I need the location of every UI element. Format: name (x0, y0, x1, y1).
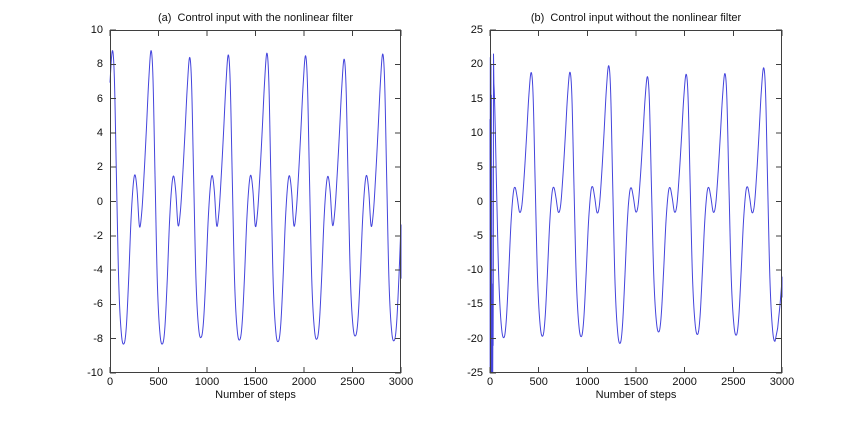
y-tick-label: -5 (473, 229, 483, 242)
x-tick-label: 1500 (243, 376, 268, 388)
y-tick-label: 15 (470, 92, 483, 105)
y-tick-label: -8 (93, 332, 103, 345)
x-tick-label: 2500 (340, 376, 365, 388)
y-tick-label: -15 (467, 298, 483, 311)
subplot-a-xaxis-label: Number of steps (215, 389, 296, 401)
y-tick-label: 6 (96, 92, 103, 105)
subplot-a-canvas (109, 29, 402, 374)
y-tick-label: 5 (476, 161, 483, 174)
x-tick-label: 2000 (672, 376, 697, 388)
y-tick-label: 4 (96, 126, 103, 139)
x-tick-label: 1000 (575, 376, 600, 388)
y-tick-label: -25 (467, 367, 483, 379)
y-tick-label: 25 (470, 24, 483, 36)
x-tick-label: 3000 (388, 376, 414, 388)
subplot-b-canvas (489, 29, 783, 374)
y-tick-label: 2 (96, 161, 103, 174)
x-tick-label: 1500 (623, 376, 649, 388)
x-tick-label: 2500 (721, 376, 746, 388)
y-tick-label: -2 (93, 229, 103, 242)
y-tick-label: 10 (90, 24, 103, 36)
x-tick-label: 1000 (194, 376, 220, 388)
x-tick-label: 500 (529, 376, 548, 388)
y-tick-label: -10 (467, 264, 483, 277)
y-tick-label: 20 (470, 58, 483, 71)
y-tick-label: 8 (96, 58, 103, 71)
subplot-a-title: (a) Control input with the nonlinear fil… (157, 12, 354, 24)
subplot-b-xaxis-label: Number of steps (595, 389, 677, 401)
x-tick-label: 3000 (769, 376, 795, 388)
x-tick-label: 2000 (291, 376, 317, 388)
y-tick-label: -4 (93, 264, 103, 277)
y-tick-label: -20 (467, 332, 483, 345)
y-tick-label: 0 (476, 195, 483, 208)
x-tick-label: 0 (486, 376, 494, 388)
axes-frame (490, 30, 782, 373)
y-tick-label: 0 (96, 195, 103, 208)
y-tick-label: -6 (93, 298, 103, 311)
signal-line (109, 50, 402, 345)
y-tick-label: -10 (87, 367, 103, 379)
x-tick-label: 500 (149, 376, 168, 388)
signal-line (489, 53, 783, 374)
x-tick-label: 0 (106, 376, 114, 388)
y-tick-label: 10 (470, 126, 483, 139)
subplot-b-title: (b) Control input without the nonlinear … (530, 12, 742, 24)
